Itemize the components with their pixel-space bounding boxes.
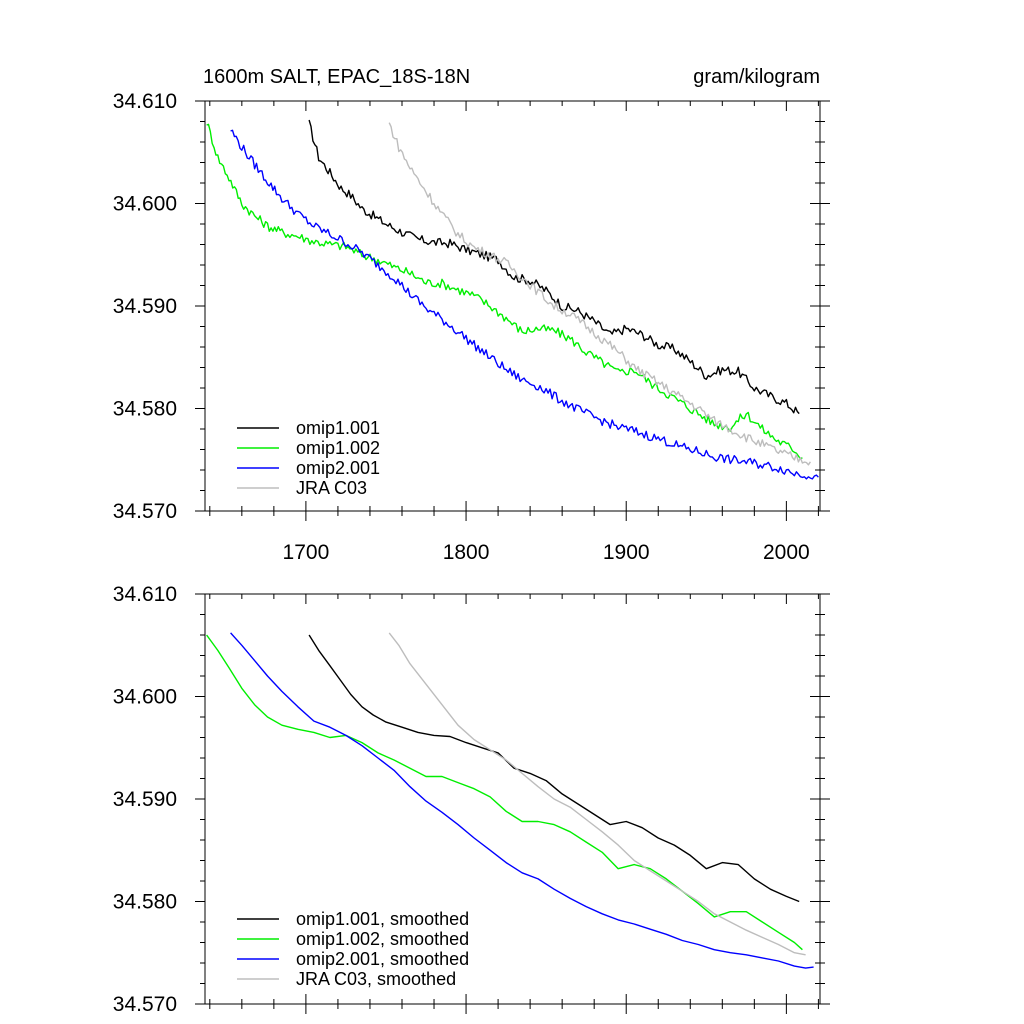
series-line-0 [308, 119, 800, 415]
series-line-3 [388, 632, 806, 956]
top-panel: 34.610 34.600 34.590 34.580 34.570 1700 1800 19… [113, 90, 830, 564]
y-tick-label: 34.590 [113, 788, 177, 811]
y-tick-label: 34.590 [113, 295, 177, 318]
y-tick-label: 34.600 [113, 193, 177, 216]
x-tick-label: 1700 [283, 541, 330, 564]
y-tick-label: 34.610 [113, 90, 177, 113]
legend-label: omip1.002, smoothed [296, 929, 469, 949]
x-tick-label: 1900 [603, 541, 650, 564]
series-line-2 [230, 632, 814, 969]
series-line-3 [388, 122, 811, 466]
legend-label: JRA C03 [296, 478, 367, 498]
y-tick-label: 34.600 [113, 686, 177, 709]
series-line-1 [206, 123, 803, 460]
y-tick-label: 34.610 [113, 583, 177, 606]
bottom-panel: 34.610 34.600 34.590 34.580 34.570 omip1.001,… [113, 583, 830, 1016]
legend-label: omip1.001 [296, 418, 380, 438]
y-tick-label: 34.570 [113, 500, 177, 523]
legend-label: omip1.001, smoothed [296, 909, 469, 929]
units-label: gram/kilogram [693, 66, 820, 88]
y-tick-label: 34.580 [113, 398, 177, 421]
series-line-1 [206, 634, 803, 951]
legend-label: omip2.001 [296, 458, 380, 478]
x-tick-label: 2000 [763, 541, 810, 564]
series-line-2 [230, 129, 819, 480]
chart-title: 1600m SALT, EPAC_18S-18N [203, 66, 470, 88]
y-tick-label: 34.570 [113, 993, 177, 1016]
x-tick-label: 1800 [443, 541, 490, 564]
legend-label: omip1.002 [296, 438, 380, 458]
y-tick-label: 34.580 [113, 891, 177, 914]
series-line-0 [308, 634, 800, 903]
legend-label: JRA C03, smoothed [296, 969, 456, 989]
legend-label: omip2.001, smoothed [296, 949, 469, 969]
